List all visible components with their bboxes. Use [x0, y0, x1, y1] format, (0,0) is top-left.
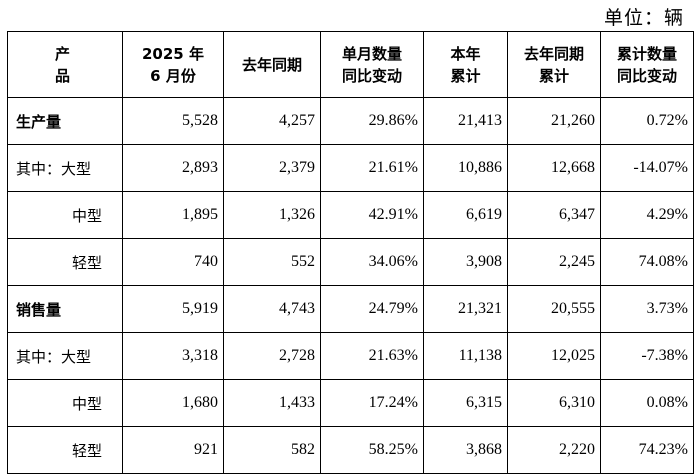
header-line: 同比变动	[341, 66, 402, 85]
cell-monthly-change: 24.79%	[320, 285, 424, 333]
row-label: 其中：大型	[7, 144, 123, 192]
cell-monthly-change: 29.86%	[320, 97, 424, 145]
cell-ytd: 10,886	[423, 144, 508, 192]
cell-current-month: 921	[122, 426, 224, 474]
header-line: 去年同期	[523, 44, 584, 63]
cell-last-year: 2,728	[223, 332, 321, 380]
table-row: 中型 1,895 1,326 42.91% 6,619 6,347 4.29%	[7, 191, 694, 239]
header-line: 累计	[450, 66, 481, 85]
cell-last-year-ytd: 6,347	[507, 191, 601, 239]
row-label: 轻型	[7, 426, 123, 474]
cell-current-month: 1,895	[122, 191, 224, 239]
table-row: 销售量 5,919 4,743 24.79% 21,321 20,555 3.7…	[7, 285, 694, 333]
table-body: 生产量 5,528 4,257 29.86% 21,413 21,260 0.7…	[7, 97, 694, 474]
cell-ytd: 6,619	[423, 191, 508, 239]
cell-last-year-ytd: 6,310	[507, 379, 601, 427]
cell-last-year-ytd: 12,025	[507, 332, 601, 380]
cell-ytd: 11,138	[423, 332, 508, 380]
cell-ytd-change: -14.07%	[600, 144, 694, 192]
header-line: 单月数量	[341, 44, 402, 63]
cell-monthly-change: 17.24%	[320, 379, 424, 427]
header-ytd: 本年 累计	[423, 31, 508, 98]
header-line: 本年	[450, 44, 481, 63]
cell-last-year: 1,326	[223, 191, 321, 239]
cell-ytd-change: 4.29%	[600, 191, 694, 239]
data-table: 产品 2025 年 6 月份 去年同期 单月数量 同比变动 本年 累计 去年同期…	[7, 31, 694, 474]
cell-last-year-ytd: 2,245	[507, 238, 601, 286]
header-monthly-yoy-change: 单月数量 同比变动	[320, 31, 424, 98]
cell-ytd-change: 3.73%	[600, 285, 694, 333]
cell-last-year-ytd: 12,668	[507, 144, 601, 192]
table-row: 生产量 5,528 4,257 29.86% 21,413 21,260 0.7…	[7, 97, 694, 145]
header-last-year-ytd: 去年同期 累计	[507, 31, 601, 98]
header-line: 累计	[538, 66, 569, 85]
row-label: 中型	[7, 191, 123, 239]
header-line: 2025 年	[142, 44, 204, 63]
cell-current-month: 3,318	[122, 332, 224, 380]
table-row: 中型 1,680 1,433 17.24% 6,315 6,310 0.08%	[7, 379, 694, 427]
header-line: 同比变动	[616, 66, 677, 85]
cell-ytd: 3,908	[423, 238, 508, 286]
cell-ytd-change: -7.38%	[600, 332, 694, 380]
header-current-month: 2025 年 6 月份	[122, 31, 224, 98]
cell-ytd-change: 0.72%	[600, 97, 694, 145]
cell-current-month: 740	[122, 238, 224, 286]
row-label: 其中：大型	[7, 332, 123, 380]
cell-current-month: 5,528	[122, 97, 224, 145]
cell-current-month: 5,919	[122, 285, 224, 333]
header-last-year-same-period: 去年同期	[223, 31, 321, 98]
row-label: 销售量	[7, 285, 123, 333]
cell-last-year: 4,743	[223, 285, 321, 333]
row-label: 生产量	[7, 97, 123, 145]
cell-current-month: 1,680	[122, 379, 224, 427]
cell-last-year: 2,379	[223, 144, 321, 192]
cell-last-year: 4,257	[223, 97, 321, 145]
cell-monthly-change: 34.06%	[320, 238, 424, 286]
cell-monthly-change: 21.63%	[320, 332, 424, 380]
cell-last-year-ytd: 21,260	[507, 97, 601, 145]
header-line: 去年同期	[241, 55, 302, 74]
table-row: 其中：大型 2,893 2,379 21.61% 10,886 12,668 -…	[7, 144, 694, 192]
cell-monthly-change: 42.91%	[320, 191, 424, 239]
unit-label: 单位：辆	[603, 7, 684, 29]
cell-current-month: 2,893	[122, 144, 224, 192]
header-product: 产品	[7, 31, 123, 98]
cell-last-year: 552	[223, 238, 321, 286]
cell-ytd: 6,315	[423, 379, 508, 427]
header-line: 累计数量	[616, 44, 677, 63]
cell-ytd-change: 74.23%	[600, 426, 694, 474]
header-line: 6 月份	[150, 66, 196, 85]
cell-last-year-ytd: 20,555	[507, 285, 601, 333]
cell-ytd: 21,321	[423, 285, 508, 333]
table-header: 产品 2025 年 6 月份 去年同期 单月数量 同比变动 本年 累计 去年同期…	[7, 31, 694, 98]
row-label: 中型	[7, 379, 123, 427]
cell-ytd: 21,413	[423, 97, 508, 145]
cell-ytd-change: 0.08%	[600, 379, 694, 427]
table-row: 轻型 921 582 58.25% 3,868 2,220 74.23%	[7, 426, 694, 474]
header-row: 产品 2025 年 6 月份 去年同期 单月数量 同比变动 本年 累计 去年同期…	[7, 31, 694, 98]
cell-monthly-change: 58.25%	[320, 426, 424, 474]
header-ytd-yoy-change: 累计数量 同比变动	[600, 31, 694, 98]
cell-monthly-change: 21.61%	[320, 144, 424, 192]
table-row: 轻型 740 552 34.06% 3,908 2,245 74.08%	[7, 238, 694, 286]
row-label: 轻型	[7, 238, 123, 286]
cell-ytd-change: 74.08%	[600, 238, 694, 286]
table-row: 其中：大型 3,318 2,728 21.63% 11,138 12,025 -…	[7, 332, 694, 380]
cell-ytd: 3,868	[423, 426, 508, 474]
cell-last-year: 582	[223, 426, 321, 474]
cell-last-year: 1,433	[223, 379, 321, 427]
cell-last-year-ytd: 2,220	[507, 426, 601, 474]
